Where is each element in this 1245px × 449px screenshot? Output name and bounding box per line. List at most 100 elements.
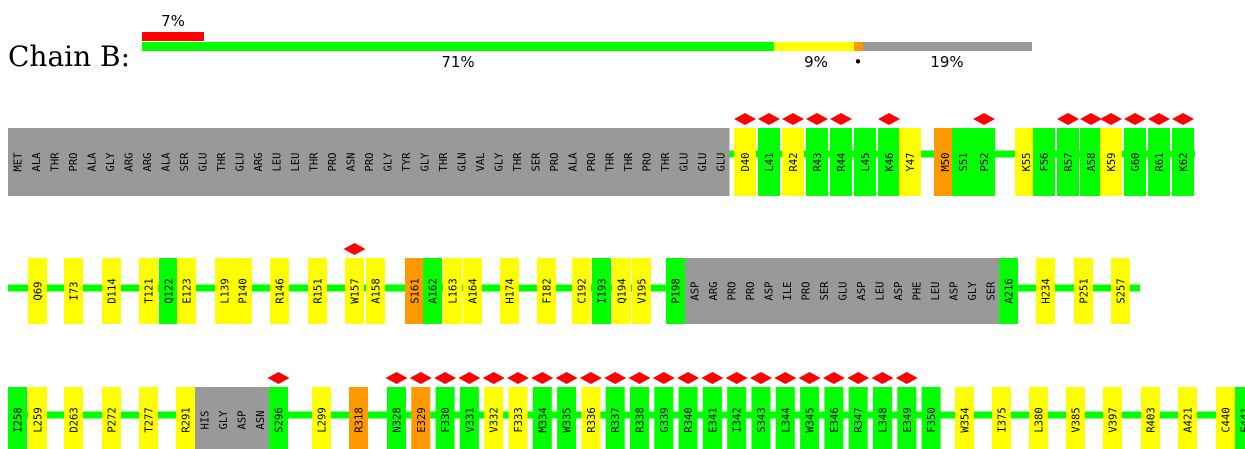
row1-residue-label: GLU <box>234 153 246 172</box>
row1-residue-label: THR <box>438 152 450 172</box>
row2-residue-label: H234 <box>1041 278 1053 303</box>
row2-residue-box <box>666 258 685 324</box>
segment-dot: • <box>854 53 863 71</box>
row3-residue-label: P272 <box>107 407 119 432</box>
row1-outlier-marker <box>1057 113 1079 125</box>
row3-residue-box <box>1178 387 1197 449</box>
row3-outlier-marker <box>385 372 408 384</box>
row3-residue-label: F350 <box>926 407 938 432</box>
row1-residue-box <box>711 128 730 196</box>
row3-residue-label: V397 <box>1108 407 1120 432</box>
row3-residue-box <box>139 387 158 449</box>
row3-outlier-marker <box>579 372 602 384</box>
outlier-bar <box>142 32 204 41</box>
row1-residue-box <box>526 128 545 196</box>
residue-rows: MET ALA THR PRO ALA GLY ARG ARG ALA SER GLU THR GLU A… <box>8 113 1245 449</box>
row2-residue-box <box>632 258 651 324</box>
summary-bar: 7% 71% 9% • 19% <box>142 12 1032 71</box>
row1-outlier-marker <box>734 113 756 125</box>
row1-residue-box <box>1100 128 1122 196</box>
row1-outlier-marker <box>1080 113 1102 125</box>
row3-residue-label: I258 <box>13 407 25 432</box>
row1-residue-label: PRO <box>364 153 376 172</box>
row1-residue-box <box>470 128 489 196</box>
row1-residue-label: A58 <box>1086 153 1098 172</box>
row2-residue-label: Q69 <box>33 282 45 301</box>
row3-outlier-marker <box>895 372 918 384</box>
row1-residue-label: GLU <box>197 153 209 172</box>
row1-residue-box <box>396 128 415 196</box>
row2-residue-label: Q122 <box>164 278 176 303</box>
row2-residue-box <box>102 258 121 324</box>
row1-residue-label: ASN <box>345 153 357 172</box>
row1-residue-label: L45 <box>860 153 872 172</box>
row3-residue-box <box>727 387 747 449</box>
row3-residue-box <box>873 387 892 449</box>
row1-residue-box <box>433 128 452 196</box>
row1-residue-label: L41 <box>764 153 776 172</box>
row1-residue-label: K46 <box>884 153 896 172</box>
row3-residue-label: F330 <box>440 407 452 432</box>
row1-residue-box <box>267 128 286 196</box>
row3-residue-box <box>387 387 406 449</box>
row3-residue-label: F333 <box>513 407 525 432</box>
row3-residue-label: S343 <box>756 407 768 432</box>
row3-residue-label: S296 <box>274 407 286 432</box>
row1-residue-label: K59 <box>1106 153 1118 172</box>
row1-residue-box <box>174 128 193 196</box>
row2-residue-label: GLU <box>837 282 849 301</box>
row2-residue-label: PRO <box>745 282 757 301</box>
row3-outlier-marker <box>604 372 627 384</box>
row3-outlier-marker <box>750 372 772 384</box>
row2-residue-box <box>777 258 796 324</box>
row1-residue-box <box>758 128 780 196</box>
row2-residue-label: ASP <box>689 282 701 301</box>
row3-residue-label: L344 <box>780 407 792 432</box>
row2-residue-label: A162 <box>428 278 440 303</box>
row2-residue-box <box>28 258 47 324</box>
row1-residue-label: M50 <box>940 153 952 172</box>
row2-residue-box <box>405 258 424 324</box>
row2-residue-label: L139 <box>220 278 232 303</box>
row3-residue-box <box>349 387 368 449</box>
row2-residue-box <box>740 258 759 324</box>
row2-residue-box <box>944 258 963 324</box>
row2-residue-box <box>139 258 158 324</box>
row3-residue-label: G339 <box>659 407 671 432</box>
row1-outlier-marker <box>782 113 804 125</box>
row1-residue-box <box>359 128 378 196</box>
row1-residue-label: GLU <box>697 153 709 172</box>
row2-residue-label: D114 <box>107 278 119 303</box>
row2-residue-box <box>177 258 196 324</box>
row3-residue-box <box>654 387 674 449</box>
row3-residue-label: ASN <box>255 411 267 430</box>
row1-residue-label: THR <box>216 152 228 172</box>
row3-residue-box <box>702 387 722 449</box>
row3-residue-box <box>992 387 1011 449</box>
row1-residue-label: GLY <box>382 152 394 172</box>
row2-residue-box <box>423 258 442 324</box>
row3-residue-box <box>848 387 868 449</box>
row3-residue-label: D263 <box>69 407 81 432</box>
row2-residue-box <box>796 258 815 324</box>
row2-residue-label: SER <box>985 281 997 301</box>
row1-residue-box <box>137 128 156 196</box>
row2-residue-label: Q194 <box>617 278 629 303</box>
row2-residue-label: I193 <box>597 278 609 303</box>
row1-residue-label: P52 <box>979 153 991 172</box>
row2-residue-label: ILE <box>782 282 794 301</box>
row1-residue-label: TYR <box>401 152 413 172</box>
row1-outlier-marker <box>878 113 900 125</box>
row3-residue-box <box>1141 387 1160 449</box>
row1-residue-box <box>1080 128 1102 196</box>
row2-residue-box <box>463 258 482 324</box>
row1-residue-box <box>878 128 900 196</box>
row2-residue-box <box>685 258 704 324</box>
row2-residue-label: P198 <box>671 278 683 303</box>
row1-residue-label: ALA <box>567 152 579 172</box>
row1-residue-label: LEU <box>271 153 283 172</box>
row3-residue-box <box>411 387 431 449</box>
row2-outlier-marker <box>343 243 366 255</box>
row3-residue-label: R336 <box>586 407 598 432</box>
row3-backbone <box>8 411 1245 419</box>
